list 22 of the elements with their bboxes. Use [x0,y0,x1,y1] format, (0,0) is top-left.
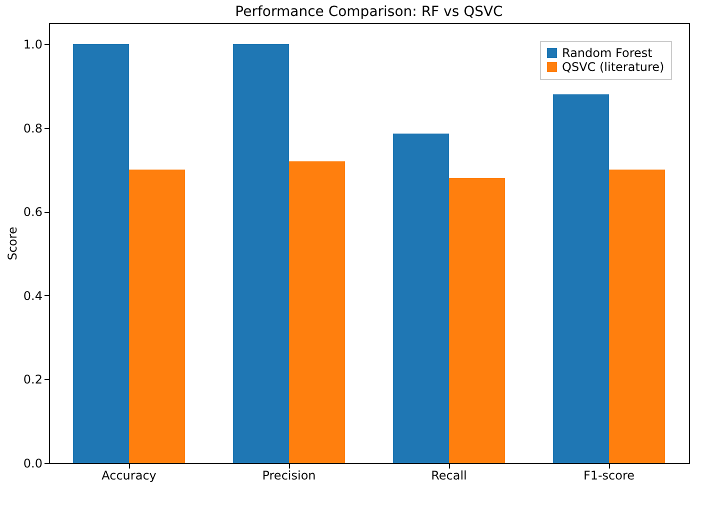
bar [289,161,345,463]
y-tick-label: 1.0 [23,37,42,52]
y-axis-title: Score [5,226,20,260]
x-tick-label: Recall [431,468,467,482]
legend-label: QSVC (literature) [562,60,664,74]
bar [73,44,129,463]
bar [393,134,449,463]
chart-title: Performance Comparison: RF vs QSVC [235,4,504,20]
x-tick-label: Accuracy [102,468,156,482]
bar [553,94,609,463]
bar [233,44,289,463]
y-tick-label: 0.6 [23,205,42,220]
bar [449,178,505,463]
bar [609,170,665,463]
x-tick-label: Precision [262,468,316,482]
x-tick-label: F1-score [583,468,635,482]
legend-label: Random Forest [562,46,653,60]
y-tick-label: 0.8 [23,121,42,136]
y-tick-label: 0.0 [23,456,42,470]
y-tick-label: 0.4 [23,288,42,303]
y-tick-label: 0.2 [23,372,42,387]
bar [129,170,185,463]
